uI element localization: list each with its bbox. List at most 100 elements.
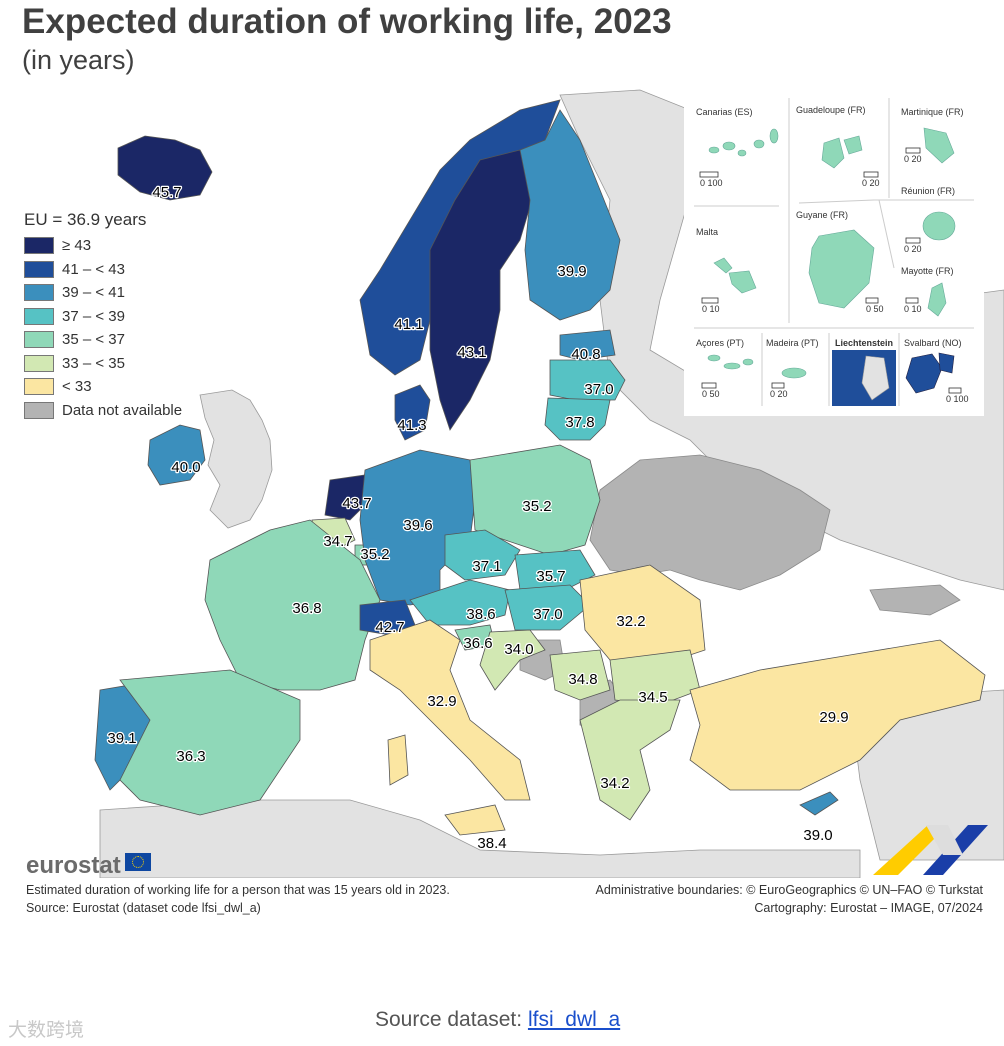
map-title: Expected duration of working life, 2023: [22, 2, 672, 41]
legend-swatch: [24, 284, 54, 302]
inset-scale-madeira: 0 20: [770, 389, 788, 399]
region-iceland: [117, 135, 213, 201]
label-turkey: 29.9: [819, 709, 848, 726]
source-dataset-link[interactable]: lfsi_dwl_a: [527, 1008, 621, 1031]
inset-scale-malta: 0 10: [702, 304, 720, 314]
label-spain: 36.3: [176, 748, 205, 765]
label-greece: 34.2: [600, 775, 629, 792]
label-belgium: 34.7: [323, 533, 352, 550]
source-dataset-prefix: Source dataset:: [375, 1008, 523, 1031]
inset-scale-reunion: 0 20: [904, 244, 922, 254]
footer-cartography: Cartography: Eurostat – IMAGE, 07/2024: [754, 901, 983, 915]
legend-item: Data not available: [24, 399, 182, 423]
label-germany: 39.6: [403, 517, 432, 534]
label-croatia: 34.0: [504, 641, 533, 658]
label-slovenia: 36.6: [463, 635, 492, 652]
inset-label-svalbard: Svalbard (NO): [904, 338, 962, 348]
map-subtitle: (in years): [22, 45, 135, 75]
label-czechia: 37.1: [472, 558, 501, 575]
footer-note: Estimated duration of working life for a…: [26, 883, 450, 897]
region-croatia: [479, 629, 546, 691]
inset-scale-svalbard: 0 100: [946, 394, 969, 404]
region-france: [204, 519, 381, 691]
region-turkey: [689, 639, 986, 791]
legend-rows: ≥ 43 41 – < 43 39 – < 41 37 – < 39 35 – < 37…: [24, 234, 182, 422]
label-estonia: 40.8: [571, 346, 600, 363]
label-switzerland: 42.7: [375, 619, 404, 636]
region-serbia: [549, 649, 611, 701]
legend-title: EU = 36.9 years: [24, 210, 147, 229]
inset-label-reunion: Réunion (FR): [901, 186, 955, 196]
region-estonia: [559, 329, 616, 361]
region-finland: [519, 109, 621, 321]
region-czechia: [444, 529, 521, 581]
inset-scale-acores: 0 50: [702, 389, 720, 399]
footer-source: Source: Eurostat (dataset code lfsi_dwl_…: [26, 901, 261, 915]
label-slovakia: 35.7: [536, 568, 565, 585]
europe-map: 45.7 41.1 43.1 39.9 40.8 37.0 37.8 41.3 …: [94, 89, 1004, 878]
label-netherlands: 43.7: [342, 495, 371, 512]
region-sardinia: [387, 734, 409, 786]
eu-flag-icon: [124, 853, 151, 871]
legend-swatch: [24, 331, 54, 349]
data-countries: [94, 99, 986, 836]
legend-item: 39 – < 41: [24, 281, 182, 305]
legend-item: 41 – < 43: [24, 258, 182, 282]
legend-swatch: [24, 260, 54, 278]
region-lithuania: [544, 397, 611, 441]
region-latvia: [549, 359, 626, 401]
non-eu-land: [99, 89, 1004, 878]
source-dataset-line: Source dataset: lfsi_dwl_a: [375, 1008, 620, 1032]
legend-label: Data not available: [62, 401, 183, 419]
footer-admin: Administrative boundaries: © EuroGeograp…: [595, 883, 983, 897]
inset-label-liechtenstein: Liechtenstein: [835, 338, 893, 348]
inset-label-martinique: Martinique (FR): [901, 107, 964, 117]
label-hungary: 37.0: [533, 606, 562, 623]
watermark: 大数跨境: [8, 1020, 85, 1041]
inset-scale-martinique: 0 20: [904, 154, 922, 164]
map-legend: EU = 36.9 years ≥ 43 41 – < 43 39 – < 41 37…: [24, 210, 182, 422]
label-norway: 41.1: [394, 316, 423, 333]
label-romania: 32.2: [616, 613, 645, 630]
legend-item: ≥ 43: [24, 234, 182, 258]
legend-swatch: [24, 307, 54, 325]
label-sweden: 43.1: [457, 344, 486, 361]
legend-label: < 33: [62, 378, 92, 396]
label-bulgaria: 34.5: [638, 689, 667, 706]
inset-label-madeira: Madeira (PT): [766, 338, 819, 348]
inset-label-guyane: Guyane (FR): [796, 210, 848, 220]
legend-label: 33 – < 35: [62, 354, 125, 372]
label-malta: 38.4: [477, 835, 506, 852]
region-ireland: [147, 424, 206, 486]
legend-item: 35 – < 37: [24, 328, 182, 352]
label-latvia: 37.0: [584, 381, 613, 398]
region-spain: [119, 669, 301, 816]
label-serbia: 34.8: [568, 671, 597, 688]
inset-scale-guyane: 0 50: [866, 304, 884, 314]
inset-label-guadeloupe: Guadeloupe (FR): [796, 105, 866, 115]
region-greece: [579, 699, 681, 821]
inset-panel: Canarias (ES) Guadeloupe (FR) Martinique…: [684, 88, 984, 416]
legend-label: 41 – < 43: [62, 260, 125, 278]
label-denmark: 41.3: [397, 417, 426, 434]
legend-label: 35 – < 37: [62, 331, 125, 349]
legend-label: 39 – < 41: [62, 284, 125, 302]
legend-label: 37 – < 39: [62, 307, 125, 325]
inset-scale-mayotte: 0 10: [904, 304, 922, 314]
eurostat-corner-graphic: [873, 825, 988, 875]
label-ireland: 40.0: [171, 459, 200, 476]
inset-label-acores: Açores (PT): [696, 338, 744, 348]
region-netherlands: [324, 474, 371, 521]
region-cyprus: [799, 791, 839, 816]
legend-swatch: [24, 237, 54, 255]
region-denmark: [394, 384, 431, 441]
region-sicily: [444, 804, 506, 836]
legend-swatch: [24, 378, 54, 396]
label-poland: 35.2: [522, 498, 551, 515]
label-portugal: 39.1: [107, 730, 136, 747]
region-germany: [359, 449, 476, 606]
inset-label-canarias: Canarias (ES): [696, 107, 753, 117]
label-iceland: 45.7: [152, 184, 181, 201]
region-sweden: [429, 149, 536, 431]
legend-item: < 33: [24, 375, 182, 399]
